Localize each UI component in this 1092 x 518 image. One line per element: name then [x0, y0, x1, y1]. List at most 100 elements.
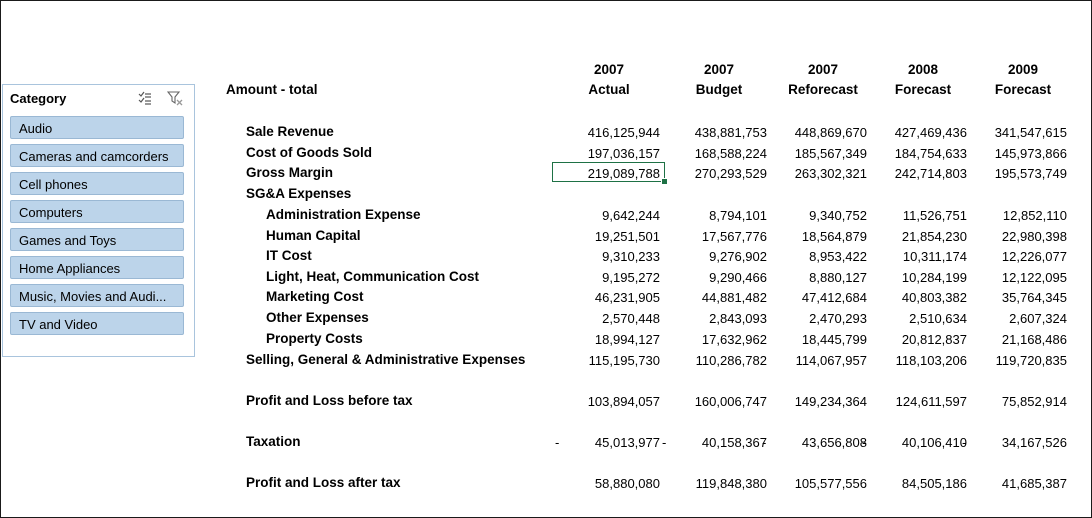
value-cell[interactable]: 427,469,436 [894, 125, 967, 140]
row-label: Property Costs [266, 331, 363, 346]
value-cell[interactable]: 219,089,788 [587, 166, 660, 181]
row-label: Gross Margin [246, 165, 334, 180]
negative-sign: - [555, 435, 560, 450]
value-cell[interactable]: 124,611,597 [895, 394, 967, 409]
value-cell[interactable]: 34,167,526 [1001, 435, 1067, 450]
slicer-item[interactable]: Cell phones [10, 172, 184, 195]
value-cell[interactable]: 20,812,837 [901, 332, 967, 347]
value-cell[interactable]: 75,852,914 [1001, 394, 1067, 409]
value-cell[interactable]: 10,284,199 [901, 270, 967, 285]
value-cell[interactable]: 2,843,093 [709, 311, 767, 326]
value-cell[interactable]: 103,894,057 [587, 394, 660, 409]
value-cell[interactable]: 114,067,957 [795, 353, 867, 368]
value-cell[interactable]: 416,125,944 [587, 125, 660, 140]
value-cell[interactable]: 8,880,127 [809, 270, 867, 285]
active-cell-selection[interactable] [552, 162, 668, 185]
value-cell[interactable]: 184,754,633 [894, 146, 967, 161]
value-cell[interactable]: 105,577,556 [794, 476, 867, 491]
value-cell[interactable]: 9,642,244 [602, 208, 660, 223]
row-label: Selling, General & Administrative Expens… [246, 352, 526, 367]
value-cell[interactable]: 9,195,272 [602, 270, 660, 285]
column-year-header: 2007 [807, 62, 839, 77]
clear-filter-icon[interactable] [167, 90, 183, 106]
slicer-item[interactable]: Cameras and camcorders [10, 144, 184, 167]
negative-sign: - [862, 435, 867, 450]
slicer-item[interactable]: Home Appliances [10, 256, 184, 279]
value-cell[interactable]: 18,564,879 [801, 229, 867, 244]
value-cell[interactable]: 341,547,615 [994, 125, 1067, 140]
value-cell[interactable]: 41,685,387 [1001, 476, 1067, 491]
value-cell[interactable]: 40,106,410 [901, 435, 967, 450]
value-cell[interactable]: 12,852,110 [1002, 208, 1067, 223]
value-cell[interactable]: 197,036,157 [587, 146, 660, 161]
value-cell[interactable]: 22,980,398 [1001, 229, 1067, 244]
value-cell[interactable]: 2,570,448 [602, 311, 660, 326]
slicer-item[interactable]: TV and Video [10, 312, 184, 335]
value-cell[interactable]: 145,973,866 [994, 146, 1067, 161]
value-cell[interactable]: 44,881,482 [701, 290, 767, 305]
row-label: Taxation [246, 434, 301, 449]
value-cell[interactable]: 2,607,324 [1009, 311, 1067, 326]
column-year-header: 2008 [907, 62, 939, 77]
value-cell[interactable]: 21,854,230 [901, 229, 967, 244]
value-cell[interactable]: 242,714,803 [894, 166, 967, 181]
slicer-title: Category [10, 91, 67, 106]
value-cell[interactable]: 115,195,730 [588, 353, 660, 368]
value-cell[interactable]: 40,803,382 [901, 290, 967, 305]
slicer-item[interactable]: Audio [10, 116, 184, 139]
value-cell[interactable]: 119,720,835 [995, 353, 1067, 368]
value-cell[interactable]: 160,006,747 [694, 394, 767, 409]
value-cell[interactable]: 19,251,501 [594, 229, 660, 244]
multi-select-icon[interactable] [137, 90, 153, 106]
value-cell[interactable]: 18,994,127 [594, 332, 660, 347]
value-cell[interactable]: 84,505,186 [901, 476, 967, 491]
value-cell[interactable]: 8,953,422 [809, 249, 867, 264]
value-cell[interactable]: 119,848,380 [695, 476, 767, 491]
slicer-item[interactable]: Games and Toys [10, 228, 184, 251]
value-cell[interactable]: 8,794,101 [709, 208, 767, 223]
row-label: Profit and Loss before tax [246, 393, 413, 408]
value-cell[interactable]: 12,122,095 [1001, 270, 1067, 285]
value-cell[interactable]: 118,103,206 [895, 353, 967, 368]
value-cell[interactable]: 110,286,782 [695, 353, 767, 368]
slicer-item[interactable]: Computers [10, 200, 184, 223]
value-cell[interactable]: 438,881,753 [694, 125, 767, 140]
value-cell[interactable]: 2,470,293 [809, 311, 867, 326]
value-cell[interactable]: 12,226,077 [1001, 249, 1067, 264]
row-label: Human Capital [266, 228, 361, 243]
value-cell[interactable]: 9,310,233 [602, 249, 660, 264]
value-cell[interactable]: 270,293,529 [694, 166, 767, 181]
value-cell[interactable]: 18,445,799 [801, 332, 867, 347]
slicer-item[interactable]: Music, Movies and Audi... [10, 284, 184, 307]
value-cell[interactable]: 17,567,776 [701, 229, 767, 244]
row-label: Light, Heat, Communication Cost [266, 269, 480, 284]
value-cell[interactable]: 448,869,670 [794, 125, 867, 140]
column-year-header: 2007 [703, 62, 735, 77]
row-label: Cost of Goods Sold [246, 145, 372, 160]
value-cell[interactable]: 2,510,634 [909, 311, 967, 326]
row-label: Other Expenses [266, 310, 369, 325]
value-cell[interactable]: 263,302,321 [794, 166, 867, 181]
value-cell[interactable]: 46,231,905 [594, 290, 660, 305]
column-year-header: 2007 [593, 62, 625, 77]
value-cell[interactable]: 40,158,367 [701, 435, 767, 450]
value-cell[interactable]: 21,168,486 [1001, 332, 1067, 347]
value-cell[interactable]: 9,340,752 [809, 208, 867, 223]
value-cell[interactable]: 185,567,349 [794, 146, 867, 161]
value-cell[interactable]: 58,880,080 [594, 476, 660, 491]
value-cell[interactable]: 195,573,749 [994, 166, 1067, 181]
value-cell[interactable]: 149,234,364 [794, 394, 867, 409]
value-cell[interactable]: 168,588,224 [694, 146, 767, 161]
value-cell[interactable]: 9,276,902 [709, 249, 767, 264]
value-cell[interactable]: 45,013,977 [594, 435, 660, 450]
category-slicer: Category Audio Cameras and camcorders Cell… [2, 84, 195, 357]
value-cell[interactable]: 43,656,808 [801, 435, 867, 450]
value-cell[interactable]: 47,412,684 [801, 290, 867, 305]
value-cell[interactable]: 9,290,466 [709, 270, 767, 285]
value-cell[interactable]: 11,526,751 [902, 208, 967, 223]
value-cell[interactable]: 10,311,174 [902, 249, 967, 264]
value-cell[interactable]: 17,632,962 [701, 332, 767, 347]
column-scenario-header: Actual [588, 82, 630, 97]
column-year-header: 2009 [1007, 62, 1039, 77]
value-cell[interactable]: 35,764,345 [1001, 290, 1067, 305]
